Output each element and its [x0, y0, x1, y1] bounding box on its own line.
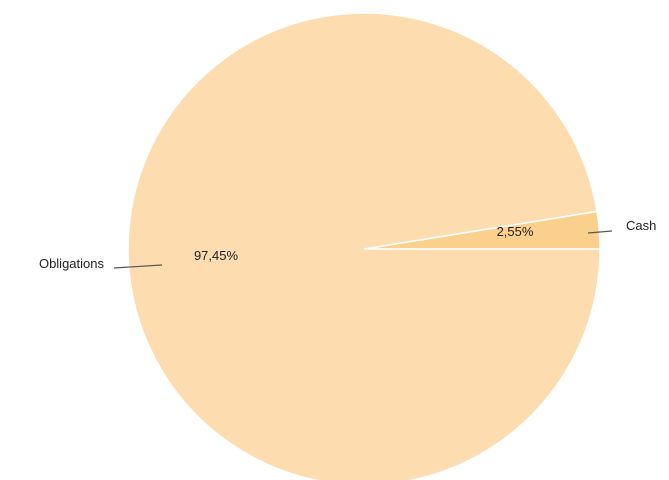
pie-labels: 2,55% Cash 97,45% Obligations: [39, 218, 656, 271]
leader-line-obligations: [113, 264, 163, 269]
pie-category-label-obligations: Obligations: [39, 256, 105, 271]
pie-value-label-cash: 2,55%: [497, 224, 534, 239]
leader-line-cash: [587, 230, 613, 234]
pie-slices: [127, 12, 601, 480]
pie-category-label-cash: Cash: [626, 218, 656, 233]
pie-value-label-obligations: 97,45%: [194, 248, 239, 263]
pie-slice-obligations: [127, 12, 601, 480]
